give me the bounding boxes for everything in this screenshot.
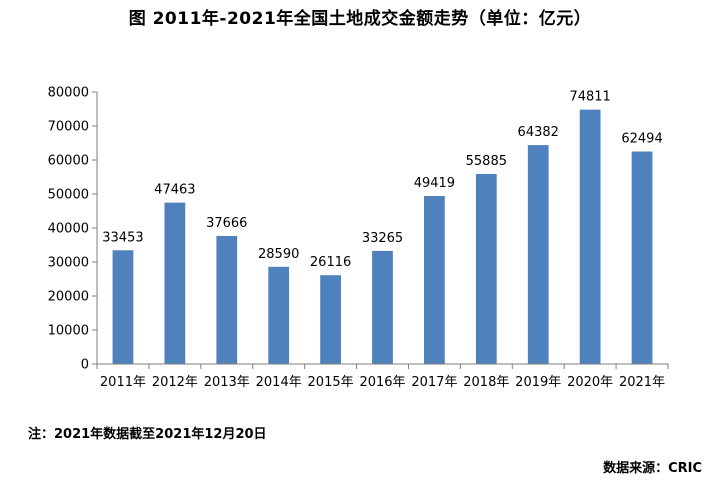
data-label: 26116: [310, 255, 351, 270]
bar: [268, 266, 290, 364]
x-tick-label: 2015年: [308, 375, 354, 390]
bar: [112, 250, 134, 364]
x-axis: 2011年 2012年 2013年 2014年 2015年 2016年 2017年 2018年…: [96, 363, 669, 390]
x-tick-label: 2011年: [100, 375, 146, 390]
y-tick-label: 20000: [48, 290, 89, 305]
data-label: 49419: [414, 176, 455, 191]
y-tick-label: 60000: [48, 154, 89, 169]
data-label: 62494: [621, 132, 662, 147]
data-label: 28590: [258, 247, 299, 262]
data-label: 33453: [102, 230, 143, 245]
data-label: 47463: [154, 183, 195, 198]
x-tick-label: 2019年: [515, 375, 561, 390]
x-tick-label: 2021年: [619, 375, 665, 390]
bar: [320, 275, 341, 364]
bar: [579, 109, 601, 364]
bar: [424, 195, 445, 364]
x-tick-label: 2016年: [359, 375, 405, 390]
source-note: 数据来源：CRIC: [603, 461, 702, 476]
data-label: 74811: [569, 90, 610, 105]
bar: [527, 145, 549, 364]
y-tick-label: 70000: [48, 120, 89, 135]
x-tick-label: 2020年: [567, 375, 613, 390]
y-tick-label: 30000: [48, 256, 89, 271]
data-label: 55885: [466, 154, 507, 169]
y-axis: 0 10000 20000 30000 40000 50000 60000 70000 8000…: [48, 86, 98, 373]
data-label: 64382: [518, 125, 559, 140]
y-tick-label: 0: [81, 358, 89, 373]
bar: [475, 173, 497, 364]
chart-title: 图 2011年-2021年全国土地成交金额走势（单位：亿元）: [128, 9, 592, 29]
bars: 33453 47463 37666 28590 26116 33265 49419 55885…: [102, 90, 663, 364]
bar: [631, 151, 653, 364]
x-tick-label: 2014年: [256, 375, 302, 390]
x-tick-label: 2017年: [411, 375, 457, 390]
x-tick-label: 2018年: [463, 375, 509, 390]
y-tick-label: 50000: [48, 188, 89, 203]
x-tick-label: 2012年: [152, 375, 198, 390]
bar: [164, 202, 186, 364]
x-tick-label: 2013年: [204, 375, 250, 390]
data-label: 33265: [362, 231, 403, 246]
footnote: 注：2021年数据截至2021年12月20日: [28, 427, 267, 442]
bar: [372, 250, 393, 364]
data-label: 37666: [206, 216, 247, 231]
y-tick-label: 80000: [48, 86, 89, 101]
bar: [216, 235, 238, 364]
y-tick-label: 10000: [48, 324, 89, 339]
y-tick-label: 40000: [48, 222, 89, 237]
